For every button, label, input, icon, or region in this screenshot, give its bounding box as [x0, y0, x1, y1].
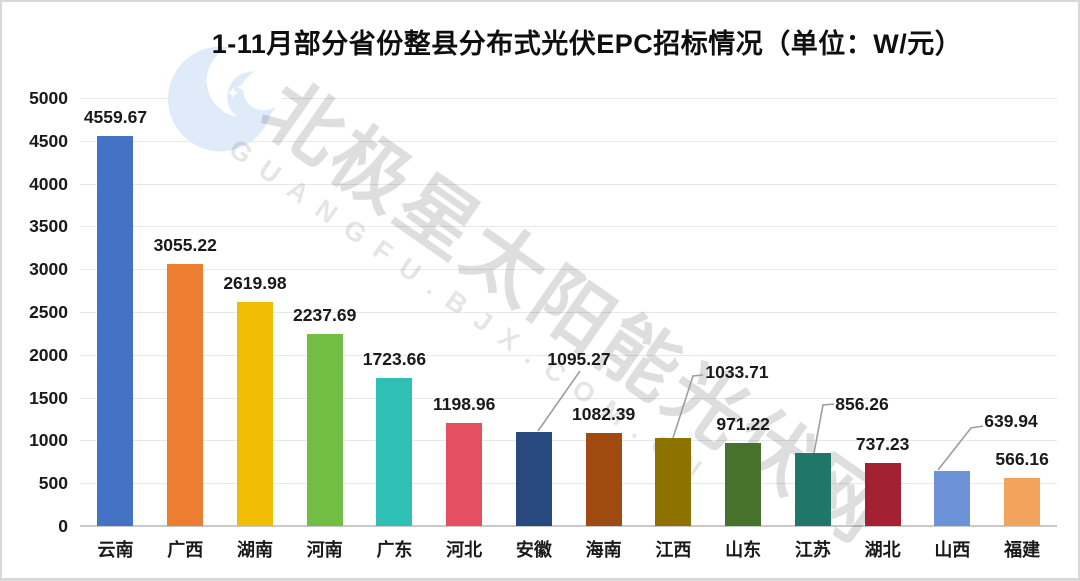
x-axis-label-云南: 云南 — [97, 540, 134, 560]
x-axis-label-海南: 海南 — [585, 540, 622, 560]
y-axis-label: 3000 — [29, 259, 68, 280]
gridline — [80, 269, 1057, 271]
x-axis-label-河南: 河南 — [306, 540, 343, 560]
x-axis-line — [80, 525, 1057, 527]
y-axis-label: 4000 — [29, 173, 68, 194]
value-label-安徽: 1095.27 — [547, 349, 611, 369]
chart-title: 1-11月部分省份整县分布式光伏EPC招标情况（单位：W/元） — [211, 29, 963, 59]
gridline — [80, 312, 1057, 313]
gridline — [80, 98, 1057, 99]
value-label-河北: 1198.96 — [433, 394, 496, 415]
polaris-moon-logo — [165, 42, 285, 156]
value-label-广东: 1723.66 — [362, 349, 427, 370]
bar-广西 — [167, 264, 204, 526]
value-label-广西: 3055.22 — [153, 235, 217, 256]
bar-福建 — [1004, 477, 1041, 526]
y-axis-label: 3500 — [29, 216, 68, 237]
y-axis-label: 5000 — [29, 88, 68, 108]
bar-河南 — [306, 334, 343, 526]
x-axis-label-江苏: 江苏 — [794, 540, 831, 560]
y-axis-label: 1500 — [29, 387, 68, 408]
x-axis-label-安徽: 安徽 — [515, 540, 552, 560]
polaris-moon-logo-svg — [168, 44, 285, 152]
gridline — [80, 183, 1057, 185]
value-label-云南: 4559.67 — [83, 106, 148, 127]
x-axis-label-山西: 山西 — [934, 540, 971, 560]
bar-江苏 — [794, 452, 831, 526]
bar-山东 — [725, 442, 762, 526]
bar-广东 — [376, 378, 413, 526]
gridline — [80, 483, 1057, 485]
y-axis-label: 4500 — [29, 130, 68, 151]
x-axis-label-广东: 广东 — [376, 540, 413, 560]
bar-安徽 — [515, 432, 552, 526]
value-label-福建: 566.16 — [995, 448, 1049, 469]
y-axis-label: 1000 — [29, 430, 68, 451]
bar-湖北 — [864, 462, 901, 526]
value-label-河南: 2237.69 — [293, 305, 357, 326]
y-axis-label: 0 — [58, 516, 68, 536]
x-axis-label-福建: 福建 — [1004, 540, 1041, 560]
bar-山西 — [934, 471, 971, 526]
x-axis-label-广西: 广西 — [167, 540, 204, 560]
x-axis-label-山东: 山东 — [725, 540, 762, 560]
x-axis-label-江西: 江西 — [655, 540, 692, 560]
bar-海南 — [585, 433, 622, 526]
bar-河北 — [446, 423, 483, 526]
value-label-江苏: 856.26 — [835, 394, 889, 414]
value-label-江西: 1033.71 — [705, 362, 769, 382]
gridline — [80, 226, 1057, 228]
y-axis-label: 500 — [38, 473, 68, 494]
bar-湖南 — [236, 301, 273, 526]
x-axis-label-湖北: 湖北 — [864, 540, 901, 560]
bar-云南 — [97, 135, 134, 526]
value-label-湖北: 737.23 — [855, 433, 910, 454]
y-axis-label: 2500 — [29, 302, 68, 322]
value-label-山西: 639.94 — [984, 411, 1038, 431]
gridline — [80, 140, 1057, 142]
gridline — [80, 440, 1057, 442]
gridline — [80, 354, 1057, 356]
x-axis-label-湖南: 湖南 — [236, 540, 273, 560]
value-label-海南: 1082.39 — [572, 404, 636, 425]
value-label-湖南: 2619.98 — [223, 272, 287, 293]
bar-江西 — [655, 437, 692, 526]
x-axis-label-河北: 河北 — [446, 540, 483, 560]
value-label-山东: 971.22 — [716, 413, 770, 434]
y-axis-label: 2000 — [29, 344, 68, 365]
